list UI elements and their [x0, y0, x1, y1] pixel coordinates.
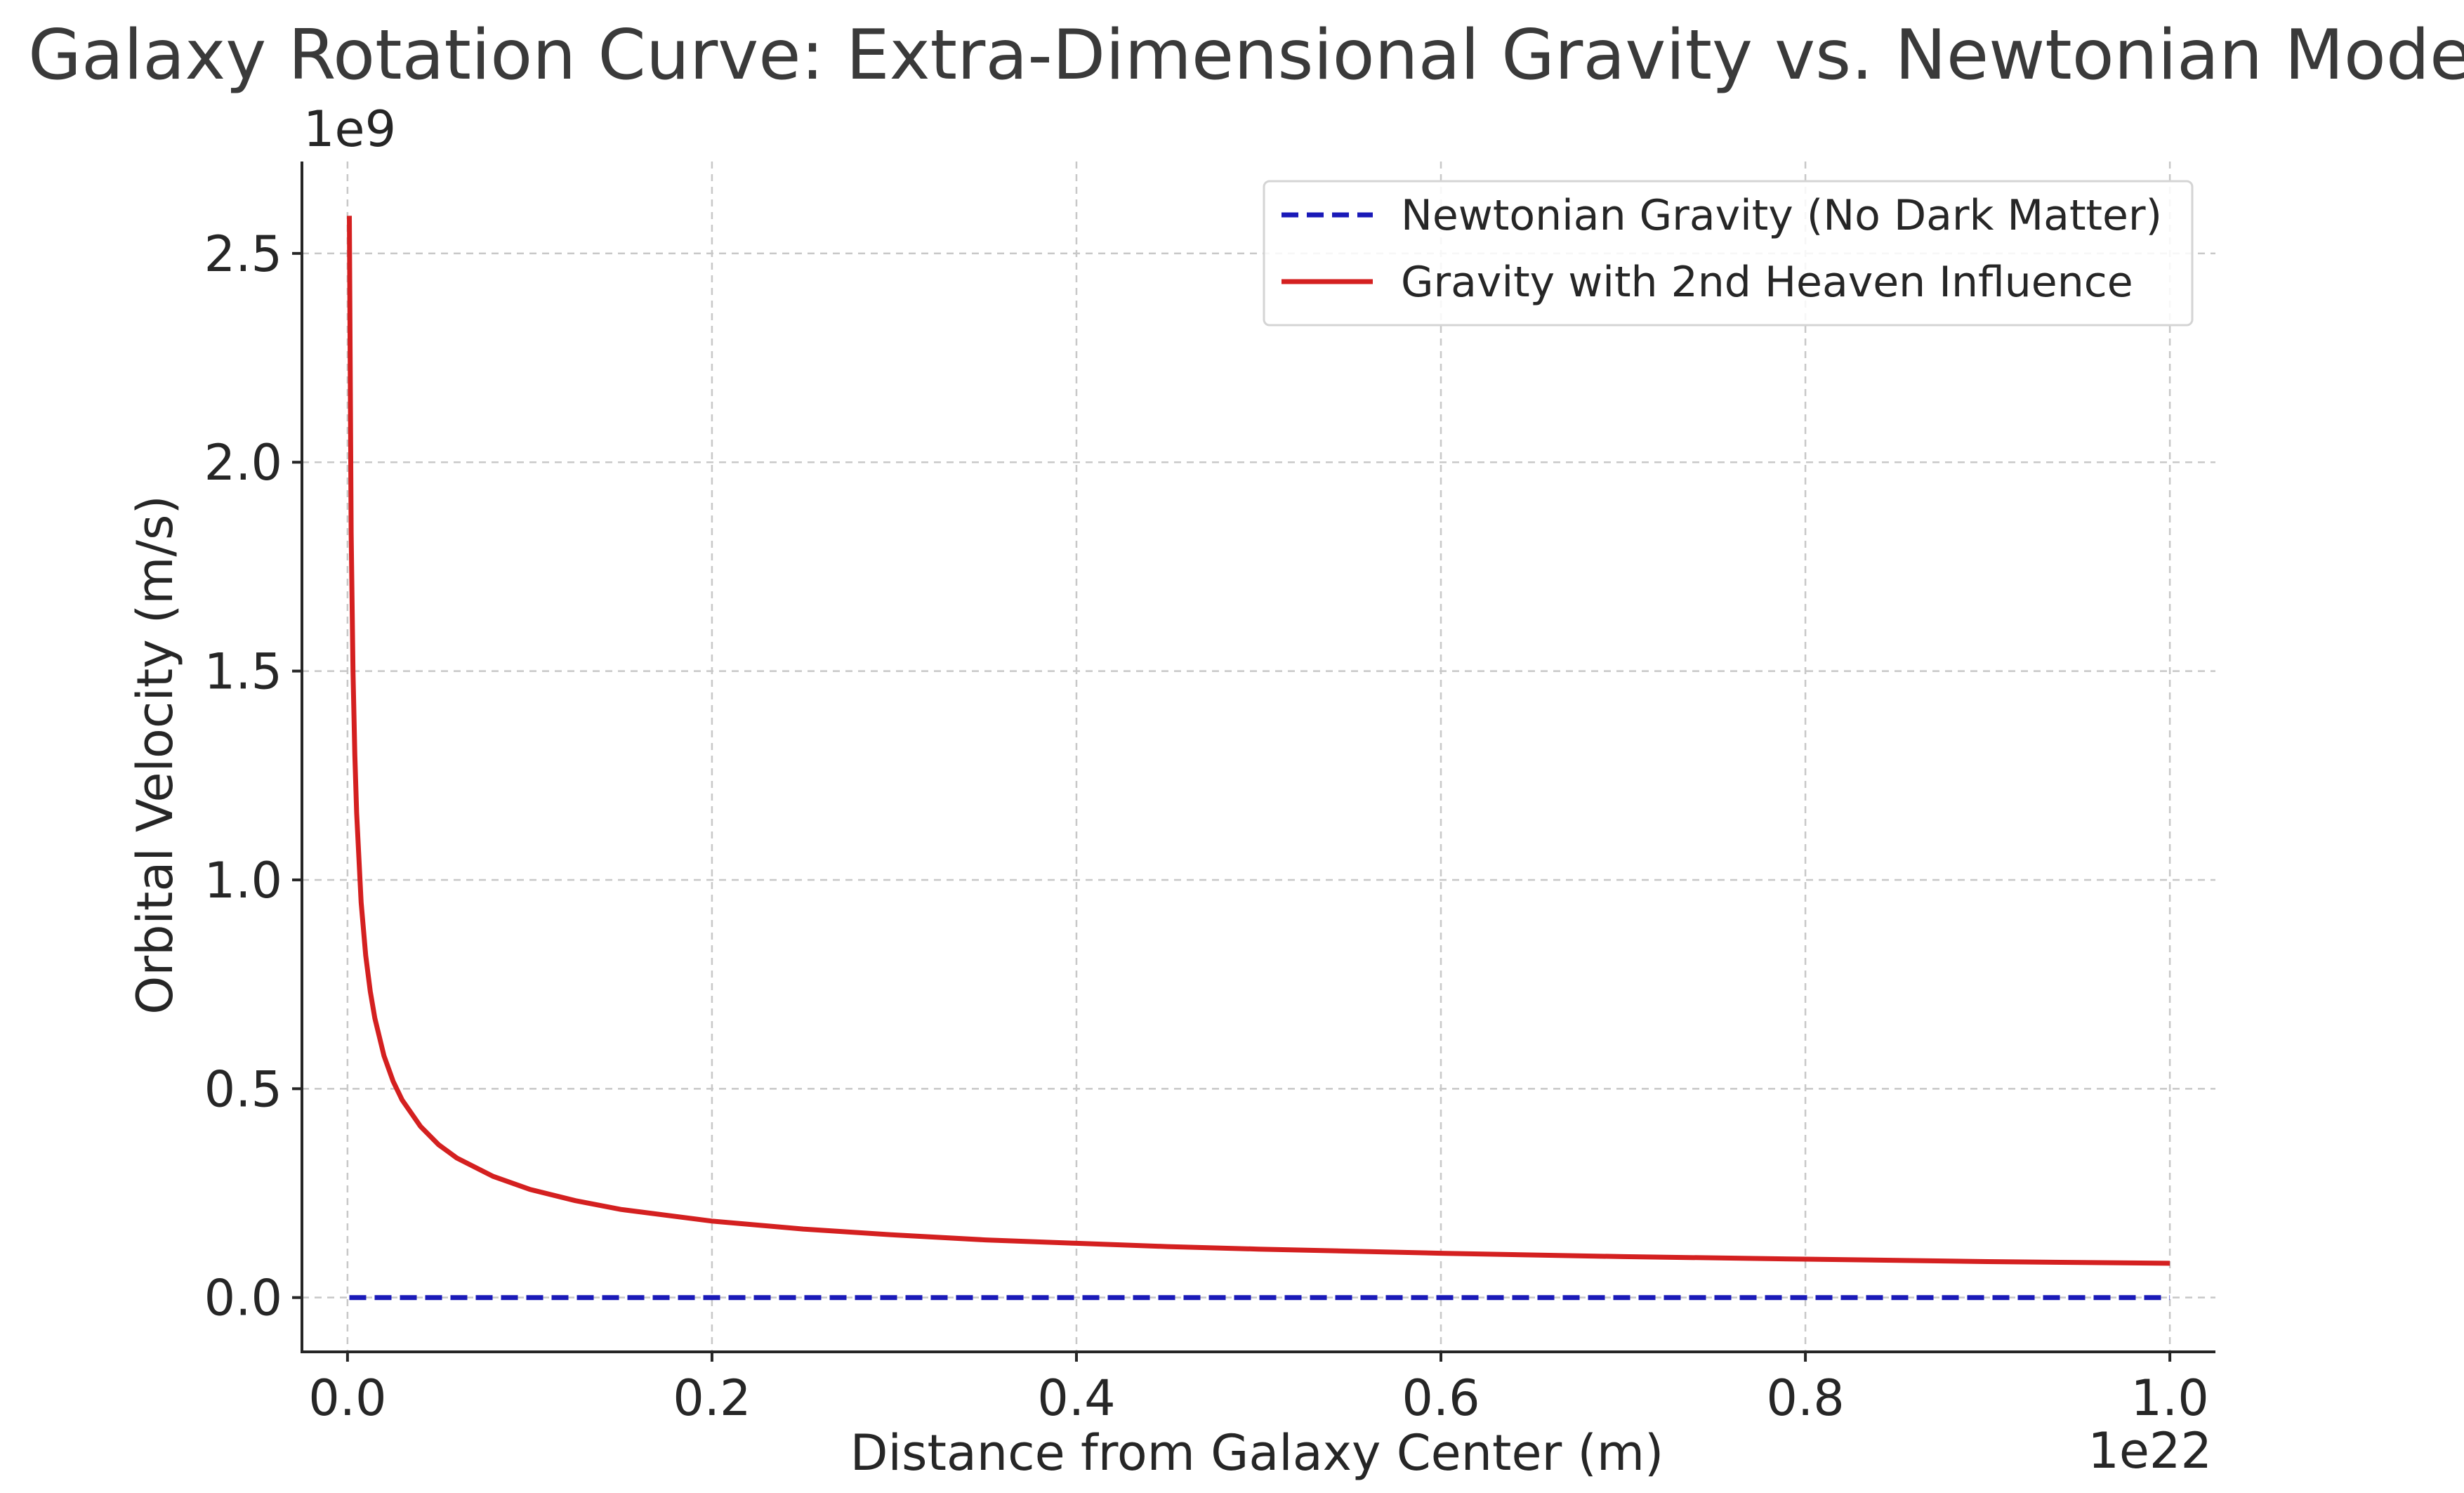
y-tick-label: 1.0	[204, 852, 282, 909]
y-axis-label: Orbital Velocity (m/s)	[126, 495, 184, 1015]
grid	[302, 162, 2215, 1352]
y-axis-offset-label: 1e9	[303, 100, 396, 158]
x-tick-label: 0.2	[673, 1369, 751, 1427]
x-tick-label: 0.6	[1402, 1369, 1480, 1427]
x-axis-label: Distance from Galaxy Center (m)	[850, 1424, 1664, 1482]
axis-spines	[301, 162, 2215, 1353]
y-tick-label: 0.0	[204, 1270, 282, 1327]
y-tick-label: 2.5	[204, 225, 282, 283]
legend-frame	[1263, 180, 2194, 327]
y-tick-label: 2.0	[204, 434, 282, 492]
series-line-2nd-heaven	[347, 216, 2170, 1266]
axes: 0.0 0.2 0.4 0.6 0.8 1.0 0.0 0.5 1.0 1.5 2.0 2.5	[204, 162, 2215, 1427]
chart-title: Galaxy Rotation Curve: Extra-Dimensional…	[28, 15, 2464, 96]
legend-label-newtonian: Newtonian Gravity (No Dark Matter)	[1401, 191, 2162, 240]
legend-label-2nd-heaven: Gravity with 2nd Heaven Influence	[1401, 258, 2133, 307]
x-tick-label: 0.8	[1766, 1369, 1844, 1427]
y-tick-label: 0.5	[204, 1060, 282, 1118]
x-tick-label: 0.4	[1037, 1369, 1115, 1427]
x-tick-label: 1.0	[2130, 1369, 2208, 1427]
plot-series	[347, 216, 2170, 1301]
x-axis-offset-label: 1e22	[2088, 1422, 2212, 1480]
legend: Newtonian Gravity (No Dark Matter) Gravi…	[1263, 180, 2194, 327]
x-tick-label: 0.0	[308, 1369, 386, 1427]
y-tick-label: 1.5	[204, 643, 282, 701]
